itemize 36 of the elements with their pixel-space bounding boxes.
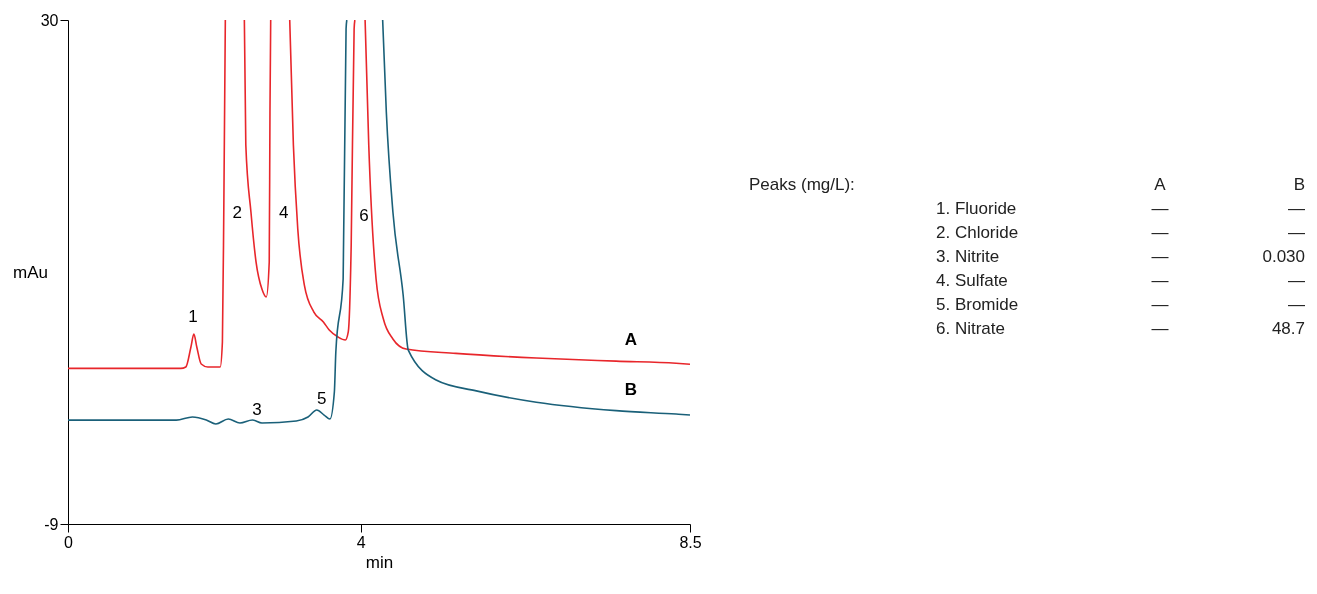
annotation: 4 — [279, 203, 289, 223]
series-label: A — [624, 329, 638, 349]
annotation: 6 — [359, 206, 369, 226]
y-tick-label: -9 — [44, 515, 59, 533]
category-label: 1. Fluoride — [936, 199, 1017, 218]
data-label: — — [1151, 271, 1169, 290]
data-label: 48.7 — [1271, 319, 1305, 338]
data-label: — — [1288, 271, 1305, 290]
series-label: B — [624, 380, 638, 400]
category-label: 6. Nitrate — [936, 319, 1005, 338]
annotation: 3 — [252, 400, 262, 420]
y-axis-title: mAu — [13, 262, 48, 282]
data-label: — — [1288, 295, 1305, 314]
x-tick-label: 8.5 — [679, 533, 702, 551]
data-label: — — [1151, 223, 1169, 242]
text: A — [1154, 175, 1167, 194]
data-label: — — [1151, 247, 1169, 266]
annotation: 5 — [317, 389, 327, 409]
data-label: — — [1151, 295, 1169, 314]
text: Peaks (mg/L): — [749, 175, 855, 194]
data-label: — — [1151, 199, 1169, 218]
data-label: 0.030 — [1262, 247, 1305, 266]
data-label: — — [1288, 223, 1305, 242]
category-label: 4. Sulfate — [936, 271, 1008, 290]
data-label: — — [1151, 319, 1169, 338]
x-tick-label: 4 — [356, 533, 366, 551]
category-label: 3. Nitrite — [936, 247, 1000, 266]
annotation: 2 — [232, 203, 242, 223]
data-label: — — [1288, 199, 1305, 218]
y-tick-label: 30 — [40, 11, 59, 29]
x-axis-title: min — [365, 552, 394, 572]
annotation: 1 — [188, 306, 198, 326]
category-label: 5. Bromide — [936, 295, 1019, 314]
text: B — [1293, 175, 1305, 194]
category-label: 2. Chloride — [936, 223, 1019, 242]
x-tick-label: 0 — [64, 533, 74, 551]
